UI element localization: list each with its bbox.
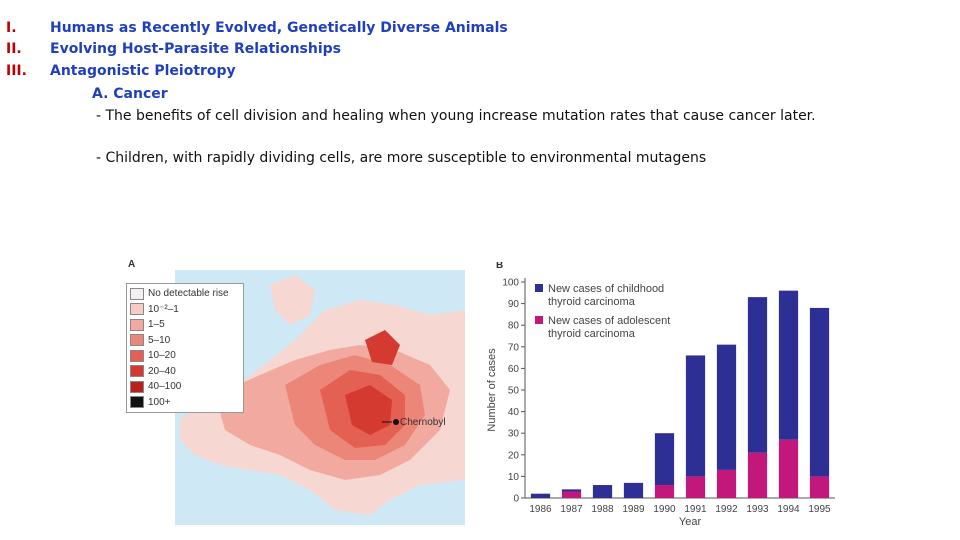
outline-number: III. [6, 63, 27, 79]
bar-segment [778, 290, 799, 440]
y-tick-label: 50 [508, 386, 520, 397]
legend-swatch [130, 380, 144, 393]
bar-segment [716, 344, 737, 470]
legend-swatch [130, 396, 144, 409]
europe-contamination-map: Chernobyl [175, 270, 465, 525]
chernobyl-label: Chernobyl [400, 417, 446, 428]
thyroid-cases-chart: B 0 10 20 30 40 50 60 70 80 90 100 Number of cases 19… [486, 262, 835, 528]
legend-row: No detectable rise [130, 286, 240, 302]
y-tick-label: 0 [513, 494, 519, 505]
chernobyl-marker [393, 419, 399, 425]
bar-segment [778, 439, 799, 498]
bar-segment [654, 433, 675, 486]
legend-row: 100+ [130, 395, 240, 411]
bar-segment [623, 482, 644, 498]
bar-segment [685, 476, 706, 498]
legend-row: 10⁻²–1 [130, 302, 240, 318]
bar-segment [685, 355, 706, 477]
bar-segment [654, 485, 675, 498]
chart-legend-label: New cases of childhood [548, 283, 664, 295]
x-tick-label: 1990 [653, 504, 676, 515]
y-tick-label: 40 [508, 407, 520, 418]
map-legend: No detectable rise 10⁻²–1 1–5 5–10 10–20 20–4… [126, 283, 244, 413]
bar-segment [747, 452, 768, 498]
chart-legend-label: thyroid carcinoma [548, 296, 636, 308]
legend-swatch [130, 318, 144, 331]
legend-swatch [130, 365, 144, 378]
y-axis-title: Number of cases [486, 348, 498, 432]
y-tick-label: 10 [508, 472, 520, 483]
outline-text: Evolving Host-Parasite Relationships [50, 41, 341, 57]
legend-swatch [130, 303, 144, 316]
outline-item-1: I. Humans as Recently Evolved, Geneticall… [6, 20, 508, 36]
bar-segment [716, 469, 737, 498]
legend-swatch [130, 349, 144, 362]
legend-label: No detectable rise [148, 288, 229, 300]
contamination-zone-very-high [345, 385, 392, 435]
panel-label-b: B [496, 262, 503, 271]
panel-label-a: A [128, 259, 136, 270]
bullet-text: - The benefits of cell division and heal… [96, 108, 816, 124]
outline-number: I. [6, 20, 17, 36]
legend-row: 10–20 [130, 348, 240, 364]
y-tick-label: 70 [508, 342, 520, 353]
y-tick-label: 20 [508, 450, 520, 461]
x-tick-label: 1986 [529, 504, 552, 515]
outline-item-2: II. Evolving Host-Parasite Relationships [6, 41, 341, 57]
legend-swatch [130, 334, 144, 347]
legend-label: 10–20 [148, 350, 176, 362]
x-tick-label: 1995 [808, 504, 831, 515]
y-tick-label: 90 [508, 299, 520, 310]
outline-number: II. [6, 41, 22, 57]
outline-item-3: III. Antagonistic Pleiotropy [6, 63, 236, 79]
y-tick-label: 80 [508, 321, 520, 332]
bar-segment [809, 307, 830, 477]
chart-legend-swatch [535, 284, 543, 292]
legend-label: 20–40 [148, 365, 176, 377]
contamination-zone-north [365, 330, 400, 365]
legend-label: 10⁻²–1 [148, 303, 179, 315]
legend-row: 20–40 [130, 364, 240, 380]
legend-row: 40–100 [130, 379, 240, 395]
bar-segment [747, 297, 768, 453]
bar-segment [561, 489, 582, 492]
legend-label: 5–10 [148, 334, 171, 346]
legend-label: 100+ [148, 396, 171, 408]
legend-label: 40–100 [148, 381, 182, 393]
bar-segment [530, 493, 551, 498]
outline-text: Humans as Recently Evolved, Genetically … [50, 20, 508, 36]
subheading-cancer: A. Cancer [92, 86, 168, 102]
x-tick-label: 1988 [591, 504, 614, 515]
legend-swatch [130, 287, 144, 300]
outline-text: Antagonistic Pleiotropy [50, 63, 236, 79]
y-tick-label: 100 [502, 278, 519, 289]
bar-segment [592, 485, 613, 498]
chart-legend-label: thyroid carcinoma [548, 328, 636, 340]
legend-label: 1–5 [148, 319, 165, 331]
bar-segment [561, 491, 582, 498]
chart-legend-swatch [535, 316, 543, 324]
x-tick-label: 1991 [684, 504, 707, 515]
x-tick-label: 1989 [622, 504, 645, 515]
bar-segment [809, 476, 830, 498]
x-tick-label: 1987 [560, 504, 583, 515]
y-tick-label: 30 [508, 429, 520, 440]
y-tick-label: 60 [508, 364, 520, 375]
chart-legend-label: New cases of adolescent [548, 315, 670, 327]
x-tick-label: 1993 [746, 504, 769, 515]
legend-row: 5–10 [130, 333, 240, 349]
x-axis-title: Year [679, 516, 702, 528]
x-tick-label: 1992 [715, 504, 738, 515]
bullet-text: - Children, with rapidly dividing cells,… [96, 150, 707, 166]
scandinavia-land [270, 275, 315, 325]
legend-row: 1–5 [130, 317, 240, 333]
x-tick-label: 1994 [777, 504, 800, 515]
